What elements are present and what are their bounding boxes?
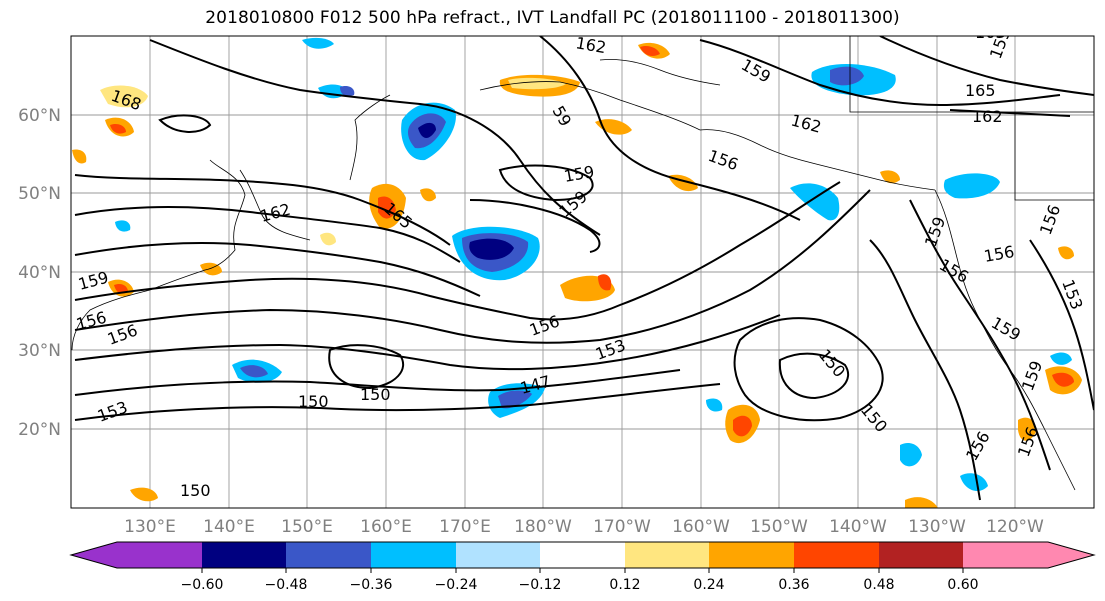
map-title: 2018010800 F012 500 hPa refract., IVT La… <box>205 8 900 28</box>
lon-label: 140°W <box>829 517 887 537</box>
colorbar-tick-label: 0.24 <box>693 577 724 593</box>
contour-label: 150 <box>298 392 329 411</box>
colorbar-segment <box>371 542 456 568</box>
colorbar-min-extension <box>71 542 117 568</box>
shading-positive <box>72 42 1082 508</box>
colorbar-segment <box>963 542 1048 568</box>
lat-label: 30°N <box>18 341 61 361</box>
lon-label: 150°E <box>281 517 333 537</box>
colorbar-tick-label: −0.36 <box>350 577 393 593</box>
lon-label: 160°W <box>672 517 730 537</box>
longitude-labels: 130°E 140°E 150°E 160°E 170°E 180°W 170°… <box>124 517 1044 537</box>
colorbar-tick-label: −0.12 <box>519 577 562 593</box>
colorbar-tick-label: −0.60 <box>181 577 224 593</box>
colorbar-segment <box>794 542 879 568</box>
lon-label: 180°W <box>514 517 572 537</box>
colorbar: −0.60 −0.48 −0.36 −0.24 −0.12 0.12 0.24 … <box>69 541 1096 593</box>
map-border <box>70 35 1095 509</box>
contour-label: 162 <box>972 107 1003 126</box>
colorbar-segment <box>540 542 625 568</box>
lon-label: 170°E <box>439 517 491 537</box>
colorbar-segment <box>456 542 540 568</box>
lat-label: 50°N <box>18 184 61 204</box>
lat-label: 60°N <box>18 106 61 126</box>
latitude-labels: 60°N 50°N 40°N 30°N 20°N <box>18 106 61 440</box>
coastlines <box>71 36 1094 491</box>
colorbar-max-extension <box>1048 542 1094 568</box>
shading-negative <box>115 37 1072 492</box>
colorbar-tick-label: 0.48 <box>863 577 894 593</box>
colorbar-tick-label: 0.12 <box>609 577 640 593</box>
colorbar-segment <box>286 542 371 568</box>
colorbar-segment <box>117 542 202 568</box>
colorbar-tick-label: −0.48 <box>265 577 308 593</box>
height-contours <box>74 36 1094 501</box>
lat-label: 20°N <box>18 420 61 440</box>
contour-label: 162 <box>574 33 607 57</box>
lon-label: 130°W <box>908 517 966 537</box>
colorbar-tick-label: 0.36 <box>778 577 809 593</box>
colorbar-segment <box>202 542 286 568</box>
lat-label: 40°N <box>18 263 61 283</box>
graticule <box>71 36 1094 508</box>
contour-label: 150 <box>180 481 211 500</box>
colorbar-segment <box>879 542 963 568</box>
colorbar-segment <box>709 542 794 568</box>
colorbar-segment <box>625 542 709 568</box>
lon-label: 120°W <box>986 517 1044 537</box>
lon-label: 130°E <box>124 517 176 537</box>
contour-label: 165 <box>965 81 996 100</box>
lon-label: 170°W <box>593 517 651 537</box>
colorbar-tick-label: 0.60 <box>947 577 978 593</box>
contour-label: 165 <box>975 23 1006 42</box>
contour-label: 150 <box>360 385 391 404</box>
lon-label: 140°E <box>203 517 255 537</box>
lon-label: 150°W <box>750 517 808 537</box>
lon-label: 160°E <box>360 517 412 537</box>
colorbar-tick-label: −0.24 <box>435 577 478 593</box>
